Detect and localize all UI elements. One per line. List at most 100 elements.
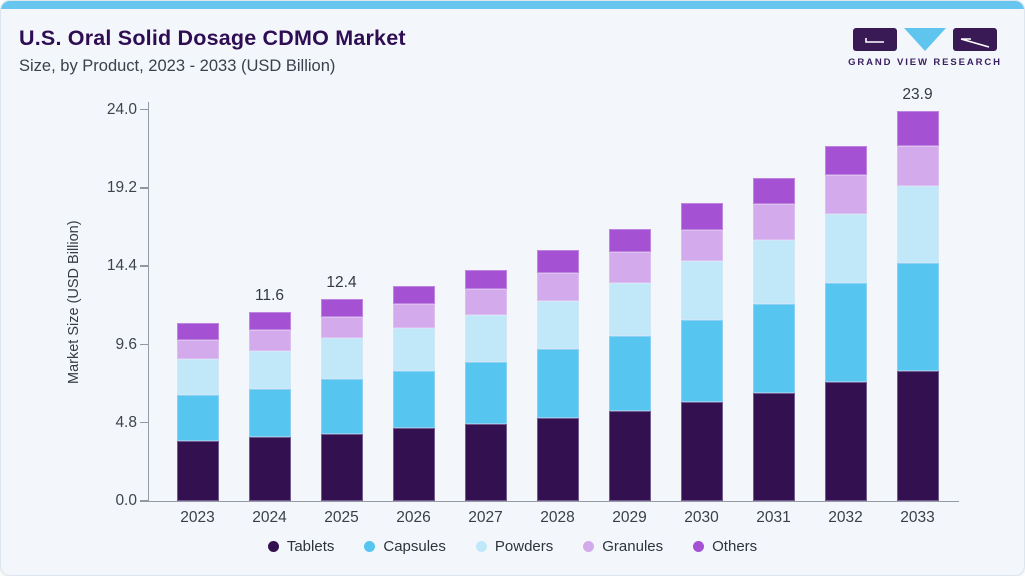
legend-label-tablets: Tablets	[286, 538, 335, 555]
bar-segment-capsules-2031	[752, 303, 795, 394]
bar-2031	[752, 178, 795, 501]
bar-2024	[248, 311, 291, 501]
bar-segment-powders-2025	[320, 338, 363, 379]
bar-segment-tablets-2025	[320, 434, 363, 501]
bar-segment-tablets-2026	[392, 427, 435, 501]
y-tick-mark-9.6	[140, 343, 148, 346]
bar-2026	[392, 285, 435, 501]
bar-segment-powders-2023	[176, 359, 219, 396]
bar-segment-others-2032	[824, 145, 867, 176]
y-tick-mark-19.2	[140, 187, 148, 189]
legend-item-capsules: Capsules	[364, 538, 446, 555]
legend-dot-tablets	[267, 541, 279, 552]
bar-segment-granules-2031	[752, 204, 795, 241]
bar-segment-granules-2028	[536, 272, 579, 301]
x-axis-label-2032: 2032	[828, 509, 863, 526]
bar-segment-granules-2025	[320, 316, 363, 339]
bar-segment-powders-2030	[680, 261, 723, 321]
data-label-2024: 11.6	[254, 286, 285, 304]
x-axis-label-2028: 2028	[540, 509, 575, 526]
x-axis-label-2024: 2024	[252, 509, 287, 526]
bar-segment-capsules-2026	[392, 370, 435, 428]
y-tick-label-9.6: 9.6	[115, 335, 137, 353]
bar-2030	[680, 202, 723, 501]
x-axis-label-2031: 2031	[756, 509, 791, 526]
y-tick-mark-14.4	[140, 265, 148, 267]
legend-label-powders: Powders	[494, 538, 554, 555]
bar-segment-tablets-2033	[896, 370, 939, 501]
bar-segment-others-2024	[248, 311, 291, 330]
y-tick-mark-24.0	[140, 108, 148, 111]
bar-segment-powders-2031	[752, 240, 795, 304]
bar-segment-others-2031	[752, 178, 795, 205]
bar-segment-capsules-2029	[608, 336, 651, 412]
legend-label-granules: Granules	[602, 538, 664, 555]
data-label-2025: 12.4	[326, 273, 357, 291]
bar-segment-tablets-2030	[680, 401, 723, 501]
data-label-2033: 23.9	[902, 86, 933, 104]
grand-view-research-logo: GRAND VIEW RESEARCH	[848, 28, 1000, 68]
bar-segment-tablets-2027	[464, 424, 507, 501]
bar-2033	[896, 111, 939, 501]
legend-item-others: Others	[693, 538, 757, 555]
bar-segment-powders-2033	[896, 186, 939, 264]
logo-r-block-icon	[953, 28, 997, 51]
bar-segment-tablets-2031	[752, 393, 795, 501]
legend-dot-others	[693, 541, 705, 552]
page-subtitle: Size, by Product, 2023 - 2033 (USD Billi…	[19, 57, 336, 75]
x-axis-label-2026: 2026	[396, 509, 431, 526]
bar-segment-powders-2028	[536, 300, 579, 350]
bar-segment-powders-2029	[608, 282, 651, 337]
bar-segment-capsules-2033	[896, 263, 939, 371]
x-axis-label-2025: 2025	[324, 509, 359, 526]
bar-segment-tablets-2032	[824, 382, 867, 501]
accent-top-bar	[1, 1, 1024, 9]
bar-segment-capsules-2030	[680, 320, 723, 402]
bar-segment-granules-2029	[608, 251, 651, 283]
bar-segment-granules-2026	[392, 303, 435, 329]
y-tick-label-0.0: 0.0	[115, 492, 137, 509]
y-tick-label-24.0: 24.0	[106, 100, 137, 118]
y-axis-title: Market Size (USD Billion)	[66, 220, 82, 384]
bar-segment-capsules-2024	[248, 388, 291, 438]
bar-segment-powders-2032	[824, 214, 867, 283]
bar-segment-granules-2032	[824, 175, 867, 215]
bar-segment-others-2033	[896, 111, 939, 146]
bar-segment-granules-2030	[680, 230, 723, 262]
legend-item-granules: Granules	[583, 538, 663, 555]
x-axis-label-2033: 2033	[900, 509, 935, 526]
page-title: U.S. Oral Solid Dosage CDMO Market	[19, 26, 406, 50]
legend-item-powders: Powders	[475, 538, 554, 555]
bar-segment-others-2026	[392, 285, 435, 304]
x-axis-label-2027: 2027	[468, 509, 503, 526]
bar-segment-granules-2023	[176, 339, 219, 360]
bar-2032	[824, 145, 867, 501]
bar-segment-tablets-2023	[176, 440, 219, 501]
legend-item-tablets: Tablets	[267, 538, 335, 555]
bar-segment-capsules-2025	[320, 378, 363, 435]
logo-v-triangle-icon	[904, 28, 946, 51]
bar-segment-tablets-2028	[536, 417, 579, 501]
bar-segment-others-2023	[176, 323, 219, 340]
x-axis-label-2023: 2023	[180, 509, 215, 526]
bar-segment-others-2027	[464, 269, 507, 290]
bar-segment-powders-2026	[392, 328, 435, 371]
y-tick-label-19.2: 19.2	[106, 179, 137, 197]
legend-dot-granules	[583, 541, 595, 552]
bar-segment-granules-2033	[896, 145, 939, 187]
bar-segment-tablets-2024	[248, 437, 291, 501]
plot-area: 2023 2024 11.6 2025 12.4 2026 2027 2028 2029 2030…	[107, 86, 959, 526]
bar-segment-capsules-2027	[464, 362, 507, 425]
bar-segment-capsules-2032	[824, 282, 867, 383]
y-tick-mark-0.0	[140, 500, 148, 502]
bar-2025	[320, 298, 363, 501]
bar-segment-others-2025	[320, 298, 363, 317]
bar-segment-others-2028	[536, 250, 579, 273]
bar-segment-tablets-2029	[608, 411, 651, 501]
bar-2023	[176, 323, 219, 501]
legend-label-others: Others	[712, 538, 758, 555]
bar-segment-others-2030	[680, 202, 723, 231]
x-axis-label-2030: 2030	[684, 509, 719, 526]
bar-2029	[608, 228, 651, 501]
